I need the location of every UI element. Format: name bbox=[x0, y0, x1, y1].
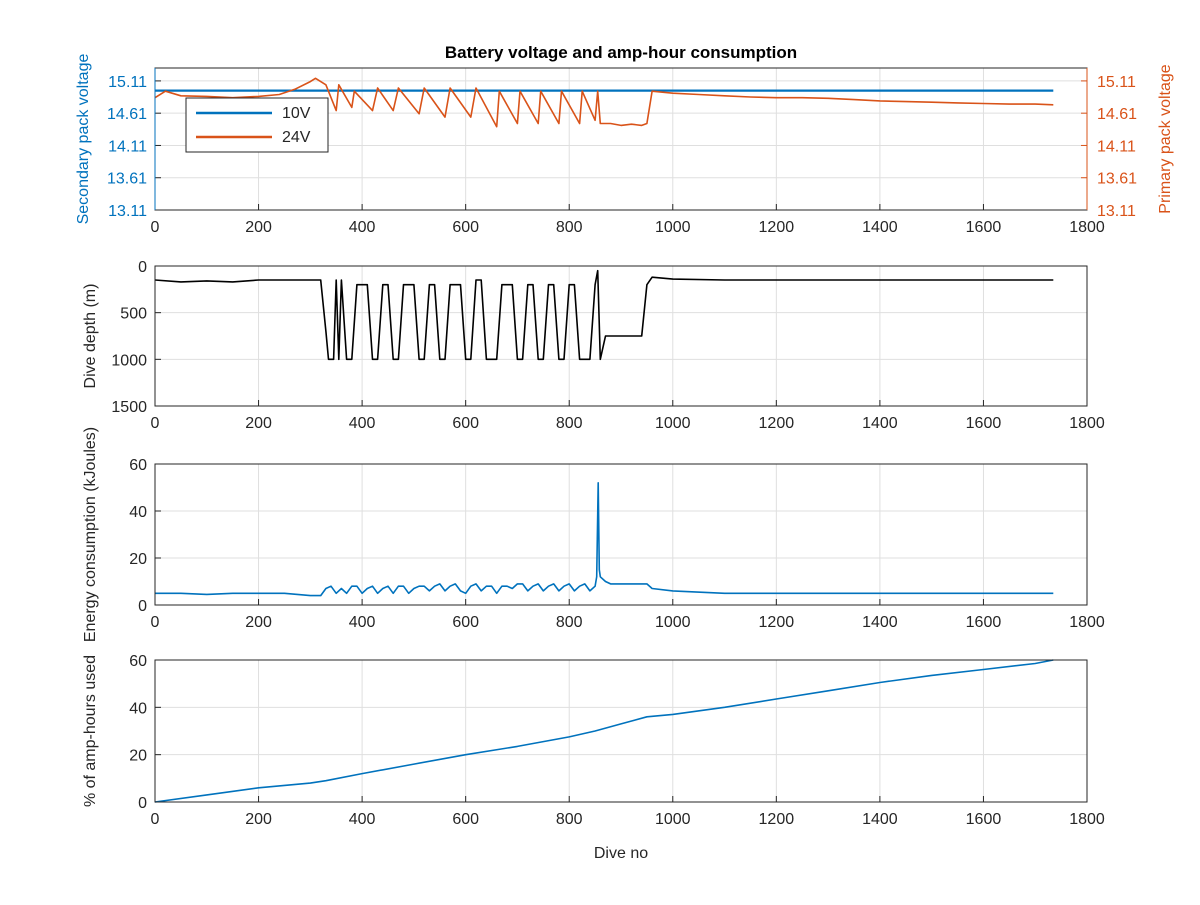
y-axis-label: Energy consumption (kJoules) bbox=[82, 427, 99, 642]
x-tick-label: 400 bbox=[349, 219, 376, 236]
x-tick-label: 1800 bbox=[1069, 811, 1105, 828]
y-tick-label: 40 bbox=[129, 504, 147, 521]
x-tick-label: 1400 bbox=[862, 219, 898, 236]
x-tick-label: 200 bbox=[245, 415, 272, 432]
y-tick-label: 60 bbox=[129, 457, 147, 474]
y-axis-label: Dive depth (m) bbox=[82, 284, 99, 389]
x-tick-label: 800 bbox=[556, 219, 583, 236]
y-tick-label: 1500 bbox=[111, 399, 147, 416]
legend-label: 24V bbox=[282, 129, 311, 146]
legend-box bbox=[185, 97, 329, 153]
axis-box bbox=[154, 463, 1088, 606]
x-tick-label: 1200 bbox=[759, 219, 795, 236]
y-right-tick-label: 14.61 bbox=[1097, 106, 1137, 123]
x-tick-label: 1600 bbox=[966, 614, 1002, 631]
x-tick-label: 1600 bbox=[966, 219, 1002, 236]
x-tick-label: 400 bbox=[349, 614, 376, 631]
y-right-tick-label: 15.11 bbox=[1097, 74, 1136, 91]
series-line bbox=[154, 659, 1054, 803]
y-tick-label: 14.61 bbox=[107, 106, 147, 123]
y-tick-label: 13.61 bbox=[107, 171, 147, 188]
x-tick-label: 800 bbox=[556, 811, 583, 828]
y-tick-label: 0 bbox=[138, 795, 147, 812]
x-tick-label: 1000 bbox=[655, 614, 691, 631]
x-tick-label: 1400 bbox=[862, 415, 898, 432]
x-tick-label: 0 bbox=[151, 219, 160, 236]
x-tick-label: 1400 bbox=[862, 614, 898, 631]
series-line bbox=[154, 269, 1054, 361]
y-axis-label-left: Secondary pack voltage bbox=[75, 54, 92, 225]
series-line bbox=[154, 77, 1054, 128]
axis-box bbox=[154, 659, 1088, 803]
x-tick-label: 1000 bbox=[655, 415, 691, 432]
x-axis-label: Dive no bbox=[594, 845, 648, 862]
y-right-tick-label: 14.11 bbox=[1097, 138, 1136, 155]
y-tick-label: 1000 bbox=[111, 352, 147, 369]
y-right-tick-label: 13.11 bbox=[1097, 203, 1136, 220]
series-line bbox=[155, 482, 1054, 597]
x-tick-label: 600 bbox=[452, 415, 479, 432]
y-tick-label: 60 bbox=[129, 653, 147, 670]
x-tick-label: 1200 bbox=[759, 614, 795, 631]
x-tick-label: 1000 bbox=[655, 811, 691, 828]
x-tick-label: 600 bbox=[452, 614, 479, 631]
x-tick-label: 1200 bbox=[759, 811, 795, 828]
x-tick-label: 0 bbox=[151, 811, 160, 828]
x-tick-label: 600 bbox=[452, 811, 479, 828]
y-tick-label: 14.11 bbox=[108, 138, 147, 155]
x-tick-label: 400 bbox=[349, 415, 376, 432]
x-tick-label: 1800 bbox=[1069, 219, 1105, 236]
plot-area bbox=[155, 660, 1087, 802]
x-tick-label: 1000 bbox=[655, 219, 691, 236]
axis-box bbox=[154, 265, 1088, 407]
x-tick-label: 800 bbox=[556, 415, 583, 432]
y-tick-label: 500 bbox=[120, 306, 147, 323]
x-tick-label: 1800 bbox=[1069, 614, 1105, 631]
x-tick-label: 0 bbox=[151, 614, 160, 631]
x-tick-label: 0 bbox=[151, 415, 160, 432]
x-tick-label: 200 bbox=[245, 614, 272, 631]
y-tick-label: 20 bbox=[129, 551, 147, 568]
x-tick-label: 1600 bbox=[966, 811, 1002, 828]
x-tick-label: 1800 bbox=[1069, 415, 1105, 432]
y-tick-label: 20 bbox=[129, 748, 147, 765]
x-tick-label: 600 bbox=[452, 219, 479, 236]
x-tick-label: 1600 bbox=[966, 415, 1002, 432]
x-tick-label: 200 bbox=[245, 811, 272, 828]
legend-label: 10V bbox=[282, 105, 311, 122]
x-tick-label: 400 bbox=[349, 811, 376, 828]
y-tick-label: 0 bbox=[138, 259, 147, 276]
plot-area bbox=[155, 464, 1087, 605]
y-tick-label: 0 bbox=[138, 598, 147, 615]
x-tick-label: 800 bbox=[556, 614, 583, 631]
y-axis-label-right: Primary pack voltage bbox=[1157, 64, 1174, 213]
x-tick-label: 200 bbox=[245, 219, 272, 236]
y-right-tick-label: 13.61 bbox=[1097, 171, 1137, 188]
y-tick-label: 40 bbox=[129, 700, 147, 717]
x-tick-label: 1200 bbox=[759, 415, 795, 432]
x-tick-label: 1400 bbox=[862, 811, 898, 828]
chart-title: Battery voltage and amp-hour consumption bbox=[445, 43, 797, 62]
y-tick-label: 13.11 bbox=[108, 203, 147, 220]
y-axis-label: % of amp-hours used bbox=[82, 655, 99, 807]
y-tick-label: 15.11 bbox=[108, 74, 147, 91]
